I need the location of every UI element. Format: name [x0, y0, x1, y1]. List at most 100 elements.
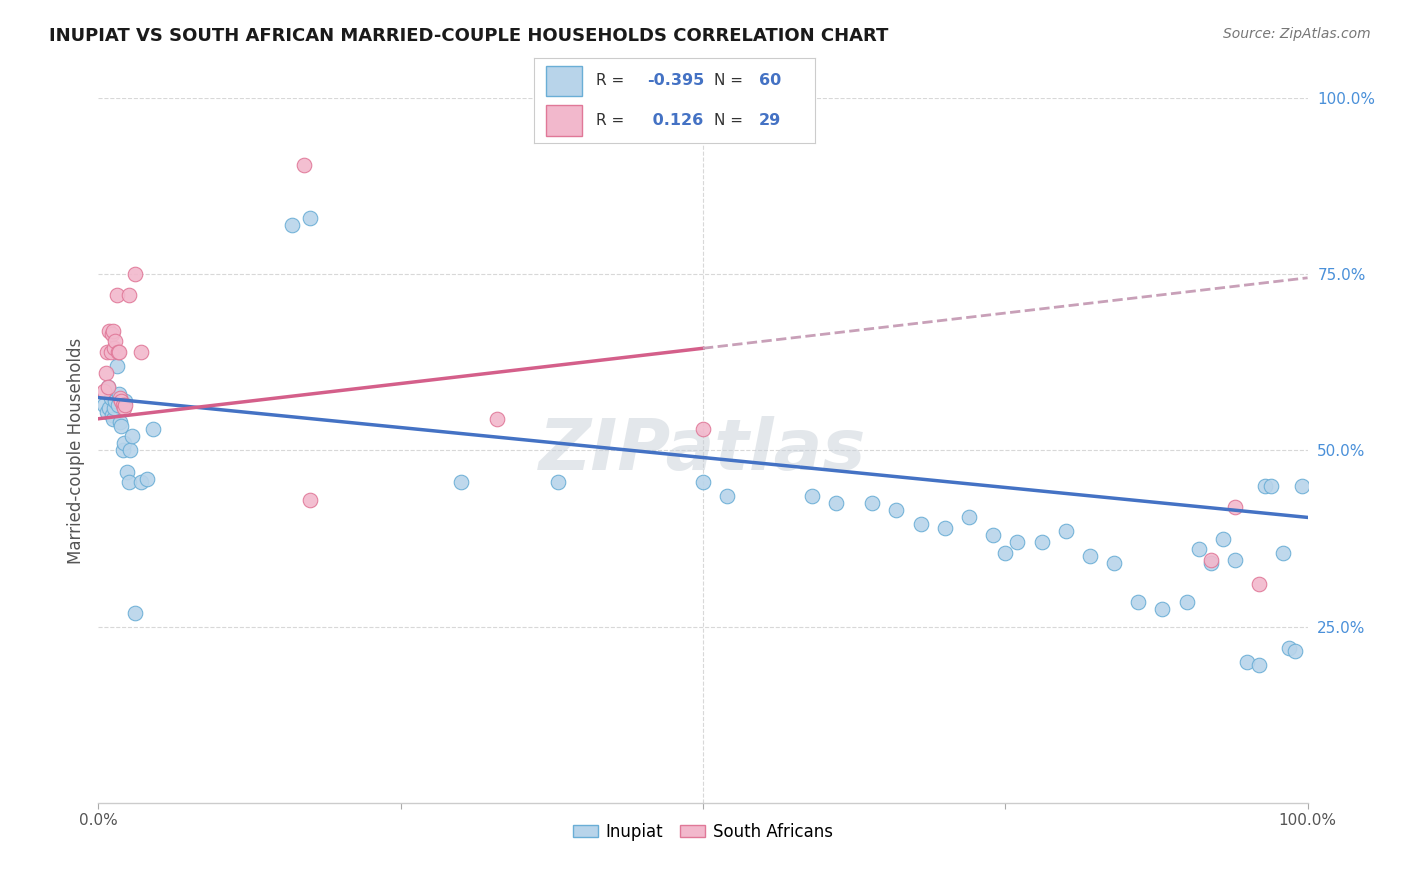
Inupiat: [450, 475, 472, 490]
South Africans: [1249, 577, 1271, 591]
Inupiat: [111, 443, 134, 458]
Inupiat: [1128, 595, 1150, 609]
South Africans: [105, 288, 128, 302]
Inupiat: [107, 398, 129, 412]
Legend: Inupiat, South Africans: Inupiat, South Africans: [565, 816, 841, 847]
FancyBboxPatch shape: [546, 105, 582, 136]
Inupiat: [860, 496, 883, 510]
South Africans: [124, 268, 146, 282]
Text: -0.395: -0.395: [647, 73, 704, 88]
South Africans: [101, 324, 124, 338]
Inupiat: [108, 387, 131, 401]
FancyBboxPatch shape: [546, 66, 582, 96]
Inupiat: [1223, 552, 1246, 566]
Inupiat: [547, 475, 569, 490]
Inupiat: [97, 380, 120, 394]
Inupiat: [108, 415, 131, 429]
Inupiat: [1054, 524, 1077, 539]
South Africans: [486, 411, 509, 425]
Inupiat: [93, 398, 115, 412]
South Africans: [1223, 500, 1246, 514]
Inupiat: [112, 436, 135, 450]
Inupiat: [1291, 478, 1313, 492]
Inupiat: [1078, 549, 1101, 564]
South Africans: [108, 344, 131, 359]
South Africans: [96, 344, 118, 359]
Inupiat: [103, 401, 125, 416]
Inupiat: [100, 391, 122, 405]
Inupiat: [114, 394, 136, 409]
South Africans: [692, 422, 714, 436]
Inupiat: [1102, 556, 1125, 570]
Inupiat: [118, 443, 141, 458]
South Africans: [103, 341, 125, 355]
Inupiat: [129, 475, 152, 490]
Text: R =: R =: [596, 112, 630, 128]
Inupiat: [981, 528, 1004, 542]
Inupiat: [101, 411, 124, 425]
Inupiat: [1284, 644, 1306, 658]
South Africans: [110, 394, 132, 409]
Inupiat: [910, 517, 932, 532]
South Africans: [118, 288, 141, 302]
Inupiat: [135, 472, 157, 486]
Inupiat: [96, 405, 118, 419]
Y-axis label: Married-couple Households: Married-couple Households: [66, 337, 84, 564]
Inupiat: [142, 422, 165, 436]
Inupiat: [1254, 478, 1277, 492]
Inupiat: [118, 475, 141, 490]
Text: R =: R =: [596, 73, 630, 88]
Inupiat: [716, 489, 738, 503]
Inupiat: [994, 546, 1017, 560]
Text: INUPIAT VS SOUTH AFRICAN MARRIED-COUPLE HOUSEHOLDS CORRELATION CHART: INUPIAT VS SOUTH AFRICAN MARRIED-COUPLE …: [49, 27, 889, 45]
South Africans: [98, 324, 121, 338]
South Africans: [100, 327, 122, 342]
Inupiat: [1272, 546, 1295, 560]
Inupiat: [1260, 478, 1282, 492]
Inupiat: [886, 503, 908, 517]
Inupiat: [110, 418, 132, 433]
Inupiat: [1007, 535, 1029, 549]
Inupiat: [121, 429, 143, 443]
Inupiat: [1212, 532, 1234, 546]
Inupiat: [117, 465, 139, 479]
South Africans: [292, 158, 315, 172]
Inupiat: [1236, 655, 1258, 669]
Inupiat: [1031, 535, 1053, 549]
Inupiat: [1278, 640, 1301, 655]
Inupiat: [124, 606, 146, 620]
Text: 0.126: 0.126: [647, 112, 703, 128]
Inupiat: [692, 475, 714, 490]
Inupiat: [825, 496, 848, 510]
South Africans: [94, 366, 117, 380]
Text: N =: N =: [714, 73, 748, 88]
Inupiat: [1249, 658, 1271, 673]
South Africans: [111, 398, 134, 412]
South Africans: [114, 398, 136, 412]
Inupiat: [105, 359, 128, 373]
Text: 29: 29: [759, 112, 782, 128]
Inupiat: [800, 489, 823, 503]
Text: Source: ZipAtlas.com: Source: ZipAtlas.com: [1223, 27, 1371, 41]
Inupiat: [104, 394, 127, 409]
Inupiat: [100, 408, 122, 422]
Text: N =: N =: [714, 112, 748, 128]
South Africans: [93, 384, 115, 398]
South Africans: [299, 492, 322, 507]
South Africans: [107, 344, 129, 359]
Inupiat: [1175, 595, 1198, 609]
Inupiat: [957, 510, 980, 524]
Inupiat: [1199, 556, 1222, 570]
South Africans: [112, 401, 135, 416]
Inupiat: [1188, 542, 1211, 557]
Inupiat: [281, 218, 304, 232]
South Africans: [129, 344, 152, 359]
Text: ZIPatlas: ZIPatlas: [540, 416, 866, 485]
South Africans: [100, 344, 122, 359]
South Africans: [97, 380, 120, 394]
Inupiat: [299, 211, 322, 225]
Inupiat: [98, 401, 121, 416]
South Africans: [108, 391, 131, 405]
South Africans: [1199, 552, 1222, 566]
South Africans: [104, 334, 127, 349]
